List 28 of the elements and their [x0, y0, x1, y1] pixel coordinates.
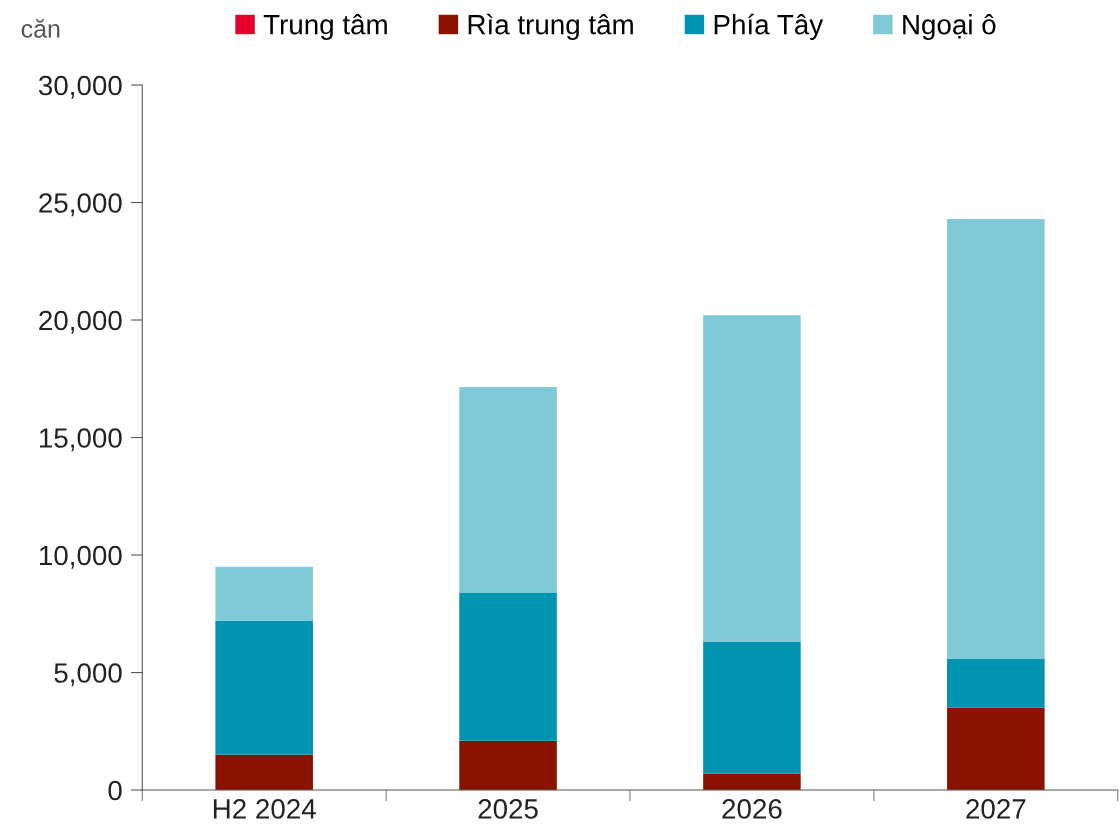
y-tick-label: 20,000	[39, 310, 122, 334]
bar	[703, 641, 801, 774]
bar	[703, 315, 801, 642]
y-tick-label: 10,000	[39, 545, 122, 569]
bar	[947, 658, 1045, 708]
legend-label: Ngoại ô	[903, 14, 996, 40]
bar	[215, 620, 313, 755]
bar	[947, 707, 1045, 791]
y-tick-label: 30,000	[38, 75, 122, 99]
legend-label: Rìa trung tâm	[468, 13, 633, 40]
bar	[215, 566, 313, 621]
x-tick-label: H2 2024	[213, 799, 316, 819]
y-axis-title: căn	[21, 19, 60, 38]
y-tick-label: 0	[108, 780, 122, 801]
legend-label: Trung tâm	[263, 14, 387, 40]
y-tick-label: 5,000	[54, 663, 122, 687]
x-tick-label: 2027	[966, 799, 1026, 819]
bar	[947, 218, 1045, 659]
x-tick-label: 2025	[478, 799, 538, 819]
x-tick-label: 2026	[722, 799, 782, 819]
bar	[459, 386, 557, 593]
legend-label: Phía Tây	[714, 13, 824, 40]
bar	[215, 754, 313, 791]
bar	[459, 592, 557, 741]
bar	[703, 773, 801, 791]
y-tick-label: 25,000	[39, 193, 122, 217]
bar	[459, 740, 557, 791]
y-tick-label: 15,000	[39, 428, 122, 452]
